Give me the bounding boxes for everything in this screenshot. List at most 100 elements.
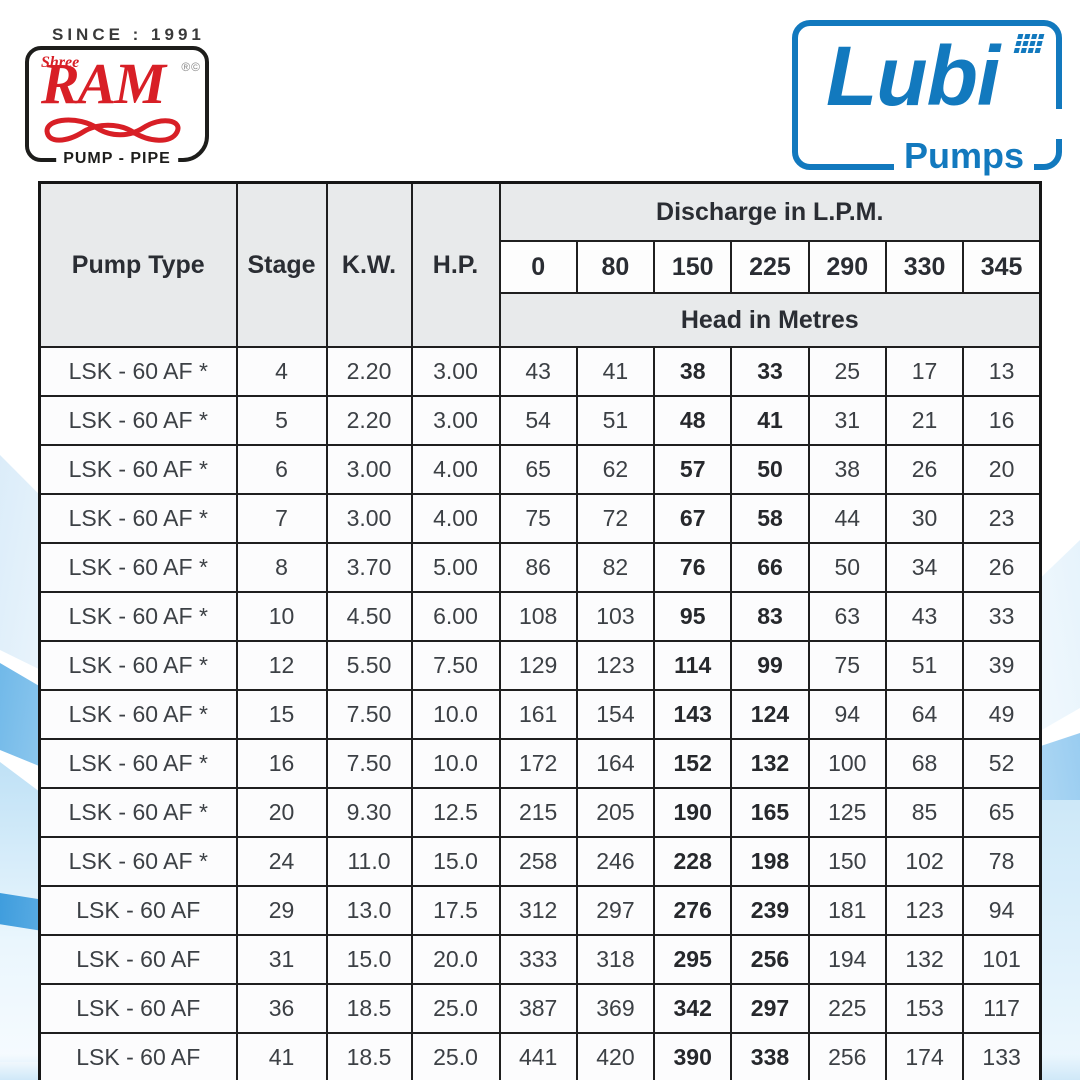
head-value-cell: 38 [653, 346, 733, 397]
kw-cell: 5.50 [325, 640, 413, 691]
head-value-cell: 101 [962, 934, 1042, 985]
table-row: LSK - 60 AF * 6 3.00 4.00 65 62 57 50 38 26 20 [38, 444, 1042, 495]
head-value-cell: 94 [807, 689, 887, 740]
head-value-cell: 66 [730, 542, 810, 593]
table-row: LSK - 60 AF * 8 3.70 5.00 86 82 76 66 50 34 26 [38, 542, 1042, 593]
pump-type-cell: LSK - 60 AF * [38, 836, 238, 887]
head-value-cell: 65 [962, 787, 1042, 838]
stage-cell: 8 [235, 542, 328, 593]
ram-wordmark: RAM [41, 51, 166, 116]
head-value-cell: 103 [575, 591, 656, 642]
discharge-column-header: 80 [575, 240, 656, 294]
stage-cell: 12 [235, 640, 328, 691]
hp-cell: 25.0 [410, 1032, 501, 1080]
head-value-cell: 52 [962, 738, 1042, 789]
discharge-column-header: 225 [730, 240, 810, 294]
head-value-cell: 95 [653, 591, 733, 642]
table-row: LSK - 60 AF 36 18.5 25.0 387 369 342 297 225 153 1… [38, 983, 1042, 1034]
stage-cell: 20 [235, 787, 328, 838]
head-value-cell: 50 [807, 542, 887, 593]
head-value-cell: 205 [575, 787, 656, 838]
head-value-cell: 41 [730, 395, 810, 446]
head-value-cell: 86 [498, 542, 578, 593]
stage-cell: 5 [235, 395, 328, 446]
head-value-cell: 83 [730, 591, 810, 642]
col-header-discharge: Discharge in L.P.M. [498, 181, 1042, 242]
col-header-kw: K.W. [325, 181, 413, 348]
head-value-cell: 62 [575, 444, 656, 495]
lubi-pumps-logo: Lubi Pumps [792, 20, 1062, 174]
head-value-cell: 161 [498, 689, 578, 740]
hp-cell: 17.5 [410, 885, 501, 936]
hp-cell: 4.00 [410, 444, 501, 495]
head-value-cell: 43 [498, 346, 578, 397]
head-value-cell: 85 [884, 787, 965, 838]
pump-type-cell: LSK - 60 AF * [38, 787, 238, 838]
head-value-cell: 154 [575, 689, 656, 740]
head-value-cell: 20 [962, 444, 1042, 495]
lubi-grid-icon [1013, 34, 1045, 53]
head-value-cell: 297 [730, 983, 810, 1034]
head-value-cell: 164 [575, 738, 656, 789]
lubi-border-gap [1056, 108, 1062, 140]
table-row: LSK - 60 AF 41 18.5 25.0 441 420 390 338 256 174 1… [38, 1032, 1042, 1080]
header-row-3: Head in Metres [40, 292, 1042, 348]
head-value-cell: 30 [884, 493, 965, 544]
col-header-hp: H.P. [410, 181, 501, 348]
pump-type-cell: LSK - 60 AF [38, 1032, 238, 1080]
head-value-cell: 68 [884, 738, 965, 789]
head-value-cell: 143 [653, 689, 733, 740]
head-value-cell: 297 [575, 885, 656, 936]
head-value-cell: 17 [884, 346, 965, 397]
col-header-head-in-metres: Head in Metres [498, 292, 1042, 348]
head-value-cell: 64 [884, 689, 965, 740]
kw-cell: 4.50 [325, 591, 413, 642]
head-value-cell: 72 [575, 493, 656, 544]
stage-cell: 16 [235, 738, 328, 789]
head-value-cell: 153 [884, 983, 965, 1034]
head-value-cell: 441 [498, 1032, 578, 1080]
head-value-cell: 39 [962, 640, 1042, 691]
head-value-cell: 123 [884, 885, 965, 936]
head-value-cell: 215 [498, 787, 578, 838]
kw-cell: 3.70 [325, 542, 413, 593]
head-value-cell: 33 [730, 346, 810, 397]
table-row: LSK - 60 AF * 5 2.20 3.00 54 51 48 41 31 21 16 [38, 395, 1042, 446]
head-value-cell: 420 [575, 1032, 656, 1080]
table-row: LSK - 60 AF * 12 5.50 7.50 129 123 114 99 75 51 39 [38, 640, 1042, 691]
head-value-cell: 295 [653, 934, 733, 985]
stage-cell: 10 [235, 591, 328, 642]
pump-type-cell: LSK - 60 AF * [38, 395, 238, 446]
head-value-cell: 124 [730, 689, 810, 740]
table-row: LSK - 60 AF 31 15.0 20.0 333 318 295 256 194 132 1… [38, 934, 1042, 985]
head-value-cell: 50 [730, 444, 810, 495]
head-value-cell: 190 [653, 787, 733, 838]
head-value-cell: 181 [807, 885, 887, 936]
kw-cell: 2.20 [325, 395, 413, 446]
head-value-cell: 125 [807, 787, 887, 838]
discharge-column-header: 150 [653, 240, 733, 294]
pump-type-cell: LSK - 60 AF * [38, 346, 238, 397]
head-value-cell: 387 [498, 983, 578, 1034]
head-value-cell: 16 [962, 395, 1042, 446]
head-value-cell: 246 [575, 836, 656, 887]
pump-pipe-label: PUMP - PIPE [56, 149, 178, 169]
pump-type-cell: LSK - 60 AF * [38, 738, 238, 789]
pump-type-cell: LSK - 60 AF * [38, 591, 238, 642]
head-value-cell: 318 [575, 934, 656, 985]
head-value-cell: 102 [884, 836, 965, 887]
head-value-cell: 239 [730, 885, 810, 936]
head-value-cell: 256 [730, 934, 810, 985]
stage-cell: 29 [235, 885, 328, 936]
head-value-cell: 13 [962, 346, 1042, 397]
kw-cell: 11.0 [325, 836, 413, 887]
head-value-cell: 23 [962, 493, 1042, 544]
head-value-cell: 342 [653, 983, 733, 1034]
head-value-cell: 57 [653, 444, 733, 495]
registered-copyright-marks: ®© [181, 60, 201, 74]
table-row: LSK - 60 AF * 7 3.00 4.00 75 72 67 58 44 30 23 [38, 493, 1042, 544]
head-value-cell: 21 [884, 395, 965, 446]
table-row: LSK - 60 AF * 24 11.0 15.0 258 246 228 198 150 10… [38, 836, 1042, 887]
head-value-cell: 172 [498, 738, 578, 789]
hp-cell: 7.50 [410, 640, 501, 691]
